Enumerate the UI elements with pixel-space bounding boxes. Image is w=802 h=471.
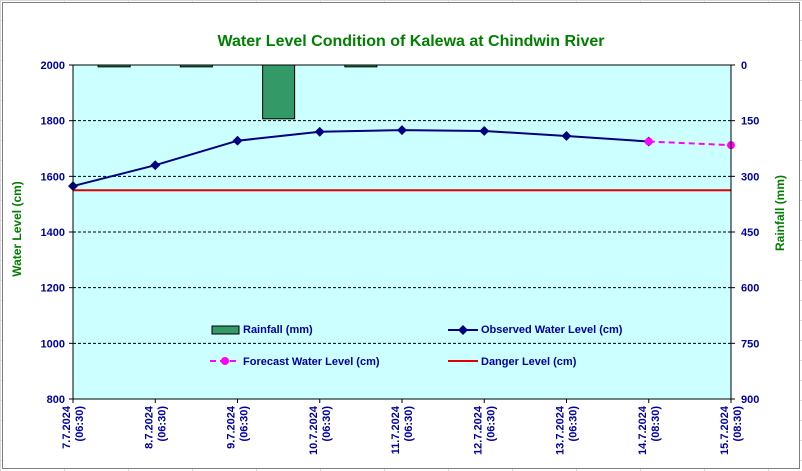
x-tick-time: (06:30) [321,406,333,442]
x-tick-label: 15.7.2024(08:30) [719,405,744,455]
y-right-tick-label: 150 [741,116,759,128]
x-tick-label: 11.7.2024(06:30) [390,405,415,454]
x-tick-date: 9.7.2024 [226,405,238,449]
x-tick-time: (06:30) [156,406,168,442]
x-tick-label: 8.7.2024(06:30) [143,405,168,449]
y-axis-label-left: Water Level (cm) [10,181,24,277]
y-right-tick-label: 0 [741,60,747,72]
x-tick-date: 12.7.2024 [472,405,484,455]
legend-rainfall-swatch [211,325,240,335]
y-left-tick-label: 2000 [41,60,65,72]
x-tick-label: 9.7.2024(06:30) [226,405,251,449]
rainfall-bar [262,64,296,120]
x-tick-time: (08:30) [650,406,662,442]
y-left-tick-label: 800 [47,394,65,406]
x-tick-date: 14.7.2024 [637,405,649,455]
forecast-point [644,137,653,146]
legend-observed-swatch-marker [458,325,468,335]
x-tick-date: 15.7.2024 [719,405,731,455]
observed-point [232,135,243,146]
observed-point [150,160,161,171]
observed-point [314,126,325,137]
legend-danger-label: Danger Level (cm) [481,356,577,368]
legend-forecast-label: Forecast Water Level (cm) [243,356,380,368]
plot-area: 2000 0 1800 150 1600 300 1400 450 1200 600 1000 750… [41,60,760,455]
x-tick-time: (06:30) [239,406,251,442]
y-right-tick-label: 300 [741,171,759,183]
x-tick-label: 7.7.2024(06:30) [61,405,86,449]
x-tick-date: 11.7.2024 [390,405,402,454]
y-left-tick-label: 1400 [41,227,65,239]
observed-point [561,131,572,141]
legend-forecast-swatch-marker [221,357,229,365]
x-tick-date: 7.7.2024 [61,405,73,449]
chart-title: Water Level Condition of Kalewa at Chind… [217,33,604,50]
x-tick-time: (06:30) [403,406,415,442]
x-tick-time: (06:30) [74,406,86,442]
x-tick-time: (08:30) [732,406,744,442]
y-right-tick-label: 450 [741,227,759,239]
x-tick-date: 13.7.2024 [555,405,567,455]
legend-observed-label: Observed Water Level (cm) [481,324,623,336]
observed-point [397,125,407,136]
y-right-tick-label: 750 [741,338,759,350]
observed-water-level-line [72,129,649,188]
y-left-tick-label: 1800 [41,116,65,128]
forecast-water-level-line [648,140,732,147]
x-tick-label: 13.7.2024(06:30) [555,405,580,455]
y-right-tick-label: 600 [741,283,759,295]
x-tick-label: 14.7.2024(08:30) [637,405,662,455]
x-tick-label: 12.7.2024(06:30) [472,405,497,455]
plot-background [73,65,731,399]
legend-rainfall-label: Rainfall (mm) [243,324,313,336]
x-tick-time: (06:30) [485,406,497,442]
y-left-tick-label: 1600 [41,171,65,183]
x-tick-date: 10.7.2024 [308,405,320,455]
y-left-tick-label: 1200 [41,283,65,295]
y-left-tick-label: 1000 [41,338,65,350]
observed-point [479,126,490,136]
y-axis-label-right: Rainfall (mm) [773,175,787,251]
x-tick-time: (06:30) [568,406,580,442]
x-tick-label: 10.7.2024(06:30) [308,405,333,455]
y-right-tick-label: 900 [741,394,759,406]
x-tick-date: 8.7.2024 [143,405,155,449]
